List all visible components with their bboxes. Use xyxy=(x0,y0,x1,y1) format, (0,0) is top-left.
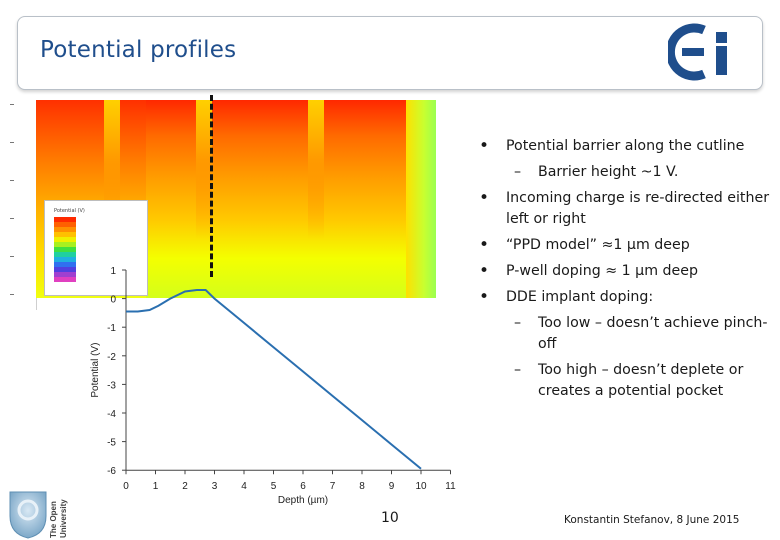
bullet-item: • Incoming charge is re-directed either l… xyxy=(478,188,774,230)
x-tick-label: 0 xyxy=(123,481,129,492)
sub-bullet-item: – Barrier height ~1 V. xyxy=(478,162,774,183)
bullet-dot: • xyxy=(479,136,490,156)
bullet-item: • P-well doping ≈ 1 µm deep xyxy=(478,261,774,282)
y-axis-title: Potential (V) xyxy=(90,343,101,398)
x-tick-label: 2 xyxy=(182,481,188,492)
ruler xyxy=(0,100,37,310)
x-tick-label: 6 xyxy=(300,481,306,492)
bullet-item: • DDE implant doping: xyxy=(478,287,774,308)
sub-bullet-item: – Too low – doesn’t achieve pinch-off xyxy=(478,313,774,355)
x-tick-label: 9 xyxy=(389,481,395,492)
bullet-item: • “PPD model” ≈1 µm deep xyxy=(478,235,774,256)
bullet-text: P-well doping ≈ 1 µm deep xyxy=(506,263,698,279)
bullet-dot: • xyxy=(479,188,490,208)
svg-text:The Open: The Open xyxy=(49,501,58,538)
bullet-text: “PPD model” ≈1 µm deep xyxy=(506,237,690,253)
page-title: Potential profiles xyxy=(40,37,237,63)
x-tick-label: 11 xyxy=(445,481,456,492)
bullet-item: • Potential barrier along the cutline xyxy=(478,136,774,157)
sub-bullet-text: Too high – doesn’t deplete or creates a … xyxy=(538,362,744,399)
bullet-text: Potential barrier along the cutline xyxy=(506,138,745,154)
y-tick-label: -2 xyxy=(107,352,116,363)
y-tick-label: -3 xyxy=(107,380,116,391)
sub-bullet-dash: – xyxy=(514,315,522,331)
x-tick-label: 8 xyxy=(359,481,365,492)
x-tick-label: 1 xyxy=(153,481,159,492)
bullet-dot: • xyxy=(479,287,490,307)
y-tick-label: 0 xyxy=(110,295,116,306)
x-tick-label: 5 xyxy=(271,481,277,492)
bullet-list: • Potential barrier along the cutline – Bar… xyxy=(478,136,774,407)
x-axis-title: Depth (µm) xyxy=(278,495,328,506)
x-tick-label: 3 xyxy=(212,481,218,492)
y-tick-label: -1 xyxy=(107,323,116,334)
sub-bullet-dash: – xyxy=(514,362,522,378)
x-tick-label: 4 xyxy=(241,481,247,492)
y-tick-label: 1 xyxy=(110,266,116,277)
potential-curve xyxy=(126,289,422,470)
footer-credit: Konstantin Stefanov, 8 June 2015 xyxy=(564,514,740,526)
page-number: 10 xyxy=(381,510,399,526)
bullet-text: Incoming charge is re-directed either le… xyxy=(506,190,770,227)
sub-bullet-text: Too low – doesn’t achieve pinch-off xyxy=(538,315,768,352)
svg-text:University: University xyxy=(59,499,68,538)
legend-title: Potential (V) xyxy=(54,208,85,214)
title-bar xyxy=(17,16,763,90)
y-tick-label: -4 xyxy=(107,409,116,420)
x-tick-label: 10 xyxy=(415,481,427,492)
ei-logo xyxy=(668,23,727,81)
bullet-text: DDE implant doping: xyxy=(506,289,654,305)
bullet-dot: • xyxy=(479,261,490,281)
y-tick-label: -5 xyxy=(107,438,116,449)
sub-bullet-dash: – xyxy=(514,164,522,180)
color-legend: Potential (V) xyxy=(44,200,148,296)
y-tick-label: -6 xyxy=(107,466,116,477)
x-tick-label: 7 xyxy=(330,481,336,492)
bullet-dot: • xyxy=(479,235,490,255)
open-university-logo: The Open University xyxy=(9,491,68,539)
legend-color-scale xyxy=(54,217,76,282)
cutline xyxy=(210,95,213,277)
sub-bullet-item: – Too high – doesn’t deplete or creates a… xyxy=(478,360,774,402)
sub-bullet-text: Barrier height ~1 V. xyxy=(538,164,679,180)
